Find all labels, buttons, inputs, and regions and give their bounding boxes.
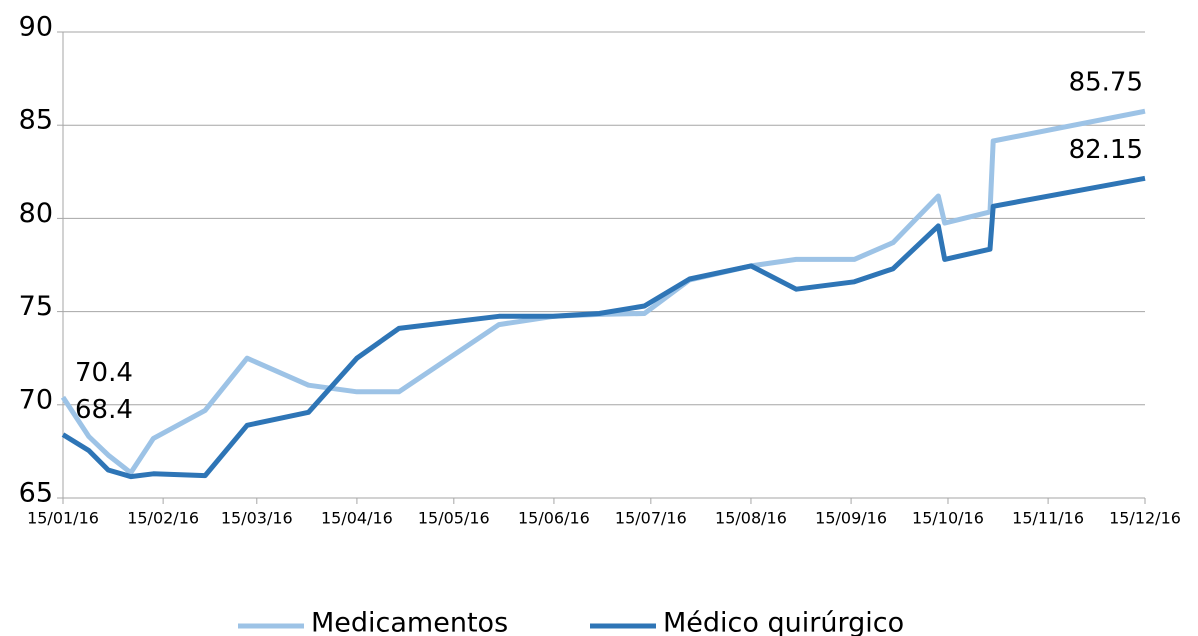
legend-label: Medicamentos (311, 608, 508, 636)
y-tick-label: 75 (19, 291, 53, 322)
data-label: 68.4 (75, 395, 133, 425)
series-line (60, 108, 1146, 476)
data-label: 70.4 (75, 358, 133, 388)
legend-label: Médico quirúrgico (663, 608, 904, 636)
y-tick-label: 80 (19, 198, 53, 229)
x-tick-label: 15/08/16 (715, 509, 787, 528)
series-line (61, 175, 1146, 480)
x-tick-label: 15/07/16 (615, 509, 687, 528)
x-tick-label: 15/03/16 (221, 509, 293, 528)
x-tick-label: 15/09/16 (815, 509, 887, 528)
x-tick-label: 15/10/16 (912, 509, 984, 528)
y-tick-label: 90 (19, 12, 53, 43)
x-tick-label: 15/11/16 (1012, 509, 1084, 528)
y-tick-label: 65 (19, 478, 53, 509)
x-tick-label: 15/06/16 (518, 509, 590, 528)
x-tick-label: 15/01/16 (27, 509, 99, 528)
data-label: 85.75 (1069, 68, 1143, 98)
x-tick-label: 15/04/16 (321, 509, 393, 528)
x-tick-label: 15/02/16 (127, 509, 199, 528)
y-tick-label: 70 (19, 384, 53, 415)
data-label: 82.15 (1069, 135, 1143, 165)
x-tick-label: 15/12/16 (1109, 509, 1181, 528)
x-tick-label: 15/05/16 (418, 509, 490, 528)
y-tick-label: 85 (19, 105, 53, 136)
